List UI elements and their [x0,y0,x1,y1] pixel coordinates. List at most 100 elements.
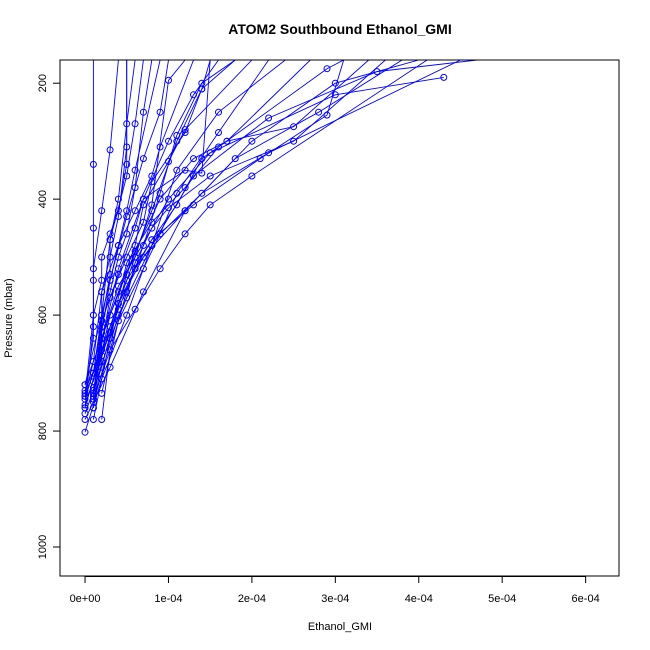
data-point [331,91,339,99]
data-point [89,311,97,319]
series-23 [81,60,461,409]
data-point [215,129,222,136]
series-line [84,60,94,394]
x-tick-label: 4e-04 [405,593,433,605]
y-axis: 200 400 600 800 1000 [37,74,60,559]
series-line [84,60,461,406]
data-point [131,166,139,174]
data-point [139,108,147,116]
y-axis-label: Pressure (mbar) [3,278,15,357]
y-tick-label: 400 [37,190,49,208]
data-point [98,276,106,284]
data-point [248,137,256,145]
data-point [98,389,106,397]
series-line [84,76,444,397]
data-point [114,253,122,261]
series-line [101,60,236,420]
data-point [123,276,131,284]
data-point [148,178,156,186]
series-16 [81,60,119,412]
data-point [89,265,97,273]
data-point [181,230,189,238]
data-point [323,65,331,73]
data-point [165,204,172,212]
data-point [173,131,181,139]
series-21 [89,60,311,392]
data-point [156,195,164,203]
data-point [131,259,139,267]
data-point [198,169,206,177]
x-tick-label: 0e+00 [70,593,101,605]
x-tick-label: 5e-04 [488,593,516,605]
data-point [315,108,323,116]
series-line [92,60,311,388]
data-point [114,207,122,215]
series-line [84,60,344,391]
data-point [373,68,381,76]
y-tick-label: 200 [37,74,49,92]
data-point [106,271,114,278]
data-point [181,166,189,174]
data-point [81,410,89,418]
data-point [98,416,106,423]
data-point [106,323,114,331]
plot-series [81,60,478,436]
data-point [106,363,114,371]
data-point [114,282,122,290]
x-axis: 0e+00 1e-04 2e-04 3e-04 4e-04 5e-04 6e-04 [70,576,600,605]
data-point [139,265,147,273]
data-point [198,189,206,197]
data-point [81,381,89,389]
data-point [156,230,164,238]
data-point [173,166,181,174]
data-point [265,114,273,122]
series-14 [81,60,344,394]
data-point [131,207,139,215]
data-point [106,146,114,154]
data-point [156,108,164,116]
series-30 [89,60,428,403]
data-point [98,207,106,215]
data-point [190,155,197,163]
data-point [198,85,206,93]
data-point [123,294,131,302]
series-line [92,60,428,400]
data-point [114,242,122,249]
series-24 [89,60,194,397]
data-point [89,369,97,377]
data-point [123,230,131,238]
data-point [148,201,156,209]
data-point [139,218,147,226]
x-tick-label: 6e-04 [572,593,600,605]
data-point [139,288,147,296]
data-point [89,224,97,232]
series-line [92,60,153,382]
data-point [89,160,97,168]
data-point [89,323,97,331]
data-point [206,201,214,209]
data-point [131,224,139,232]
data-point [139,242,147,249]
series-line [92,60,478,403]
data-point [190,172,197,180]
series-19 [98,60,269,397]
series-line [84,60,345,414]
chart-title: ATOM2 Southbound Ethanol_GMI [228,21,451,37]
data-point [215,108,222,116]
data-point [139,155,147,163]
plot-frame [59,59,620,577]
data-point [81,392,89,400]
data-point [165,137,172,145]
y-tick-label: 1000 [37,535,49,559]
data-point [106,334,114,342]
data-point [173,189,181,197]
data-point [123,160,131,168]
data-point [131,184,139,192]
data-point [148,236,156,244]
data-point [106,230,114,238]
data-point [290,123,298,131]
series-line [84,60,128,397]
data-point [165,195,172,203]
data-point [248,172,256,180]
data-point [123,253,131,261]
